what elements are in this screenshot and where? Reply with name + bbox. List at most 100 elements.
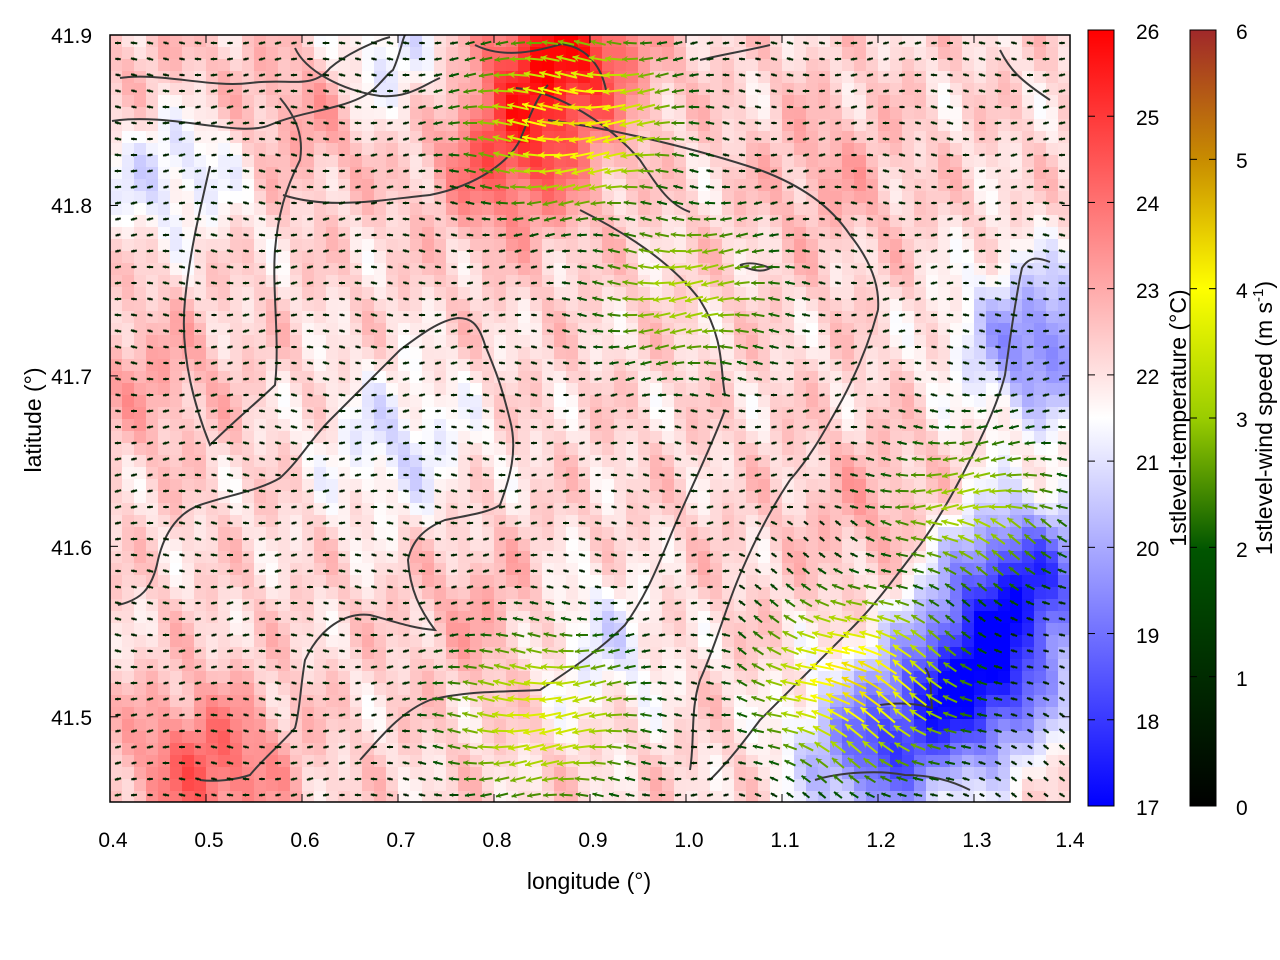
heatmap-cell <box>590 287 603 300</box>
heatmap-cell <box>878 239 891 252</box>
heatmap-cell <box>266 443 279 456</box>
heatmap-cell <box>182 203 195 216</box>
heatmap-cell <box>650 467 663 480</box>
heatmap-cell <box>278 347 291 360</box>
heatmap-cell <box>302 695 315 708</box>
heatmap-cell <box>602 623 615 636</box>
heatmap-cell <box>170 731 183 744</box>
heatmap-cell <box>590 299 603 312</box>
heatmap-cell <box>758 407 771 420</box>
heatmap-cell <box>602 251 615 264</box>
heatmap-cell <box>854 227 867 240</box>
heatmap-cell <box>218 455 231 468</box>
heatmap-cell <box>530 263 543 276</box>
heatmap-cell <box>722 215 735 228</box>
heatmap-cell <box>530 479 543 492</box>
heatmap-cell <box>458 395 471 408</box>
heatmap-cell <box>866 299 879 312</box>
heatmap-cell <box>494 287 507 300</box>
heatmap-cell <box>578 491 591 504</box>
heatmap-cell <box>746 359 759 372</box>
heatmap-cell <box>158 659 171 672</box>
heatmap-cell <box>350 383 363 396</box>
heatmap-cell <box>302 587 315 600</box>
heatmap-cell <box>242 599 255 612</box>
heatmap-cell <box>434 683 447 696</box>
heatmap-cell <box>398 263 411 276</box>
heatmap-cell <box>182 587 195 600</box>
heatmap-cell <box>386 515 399 528</box>
heatmap-cell <box>470 275 483 288</box>
heatmap-cell <box>290 191 303 204</box>
heatmap-cell <box>398 611 411 624</box>
heatmap-cell <box>710 215 723 228</box>
heatmap-cell <box>254 131 267 144</box>
heatmap-cell <box>482 215 495 228</box>
heatmap-cell <box>458 443 471 456</box>
heatmap-cell <box>434 95 447 108</box>
heatmap-cell <box>350 635 363 648</box>
heatmap-cell <box>914 59 927 72</box>
heatmap-cell <box>890 227 903 240</box>
heatmap-cell <box>878 311 891 324</box>
heatmap-cell <box>770 227 783 240</box>
heatmap-cell <box>506 323 519 336</box>
heatmap-cell <box>758 419 771 432</box>
heatmap-cell <box>314 167 327 180</box>
heatmap-cell <box>386 287 399 300</box>
heatmap-cell <box>986 167 999 180</box>
heatmap-cell <box>950 623 963 636</box>
heatmap-cell <box>494 203 507 216</box>
heatmap-cell <box>326 407 339 420</box>
heatmap-cell <box>470 395 483 408</box>
heatmap-cell <box>446 47 459 60</box>
heatmap-cell <box>206 527 219 540</box>
heatmap-cell <box>974 95 987 108</box>
heatmap-cell <box>278 515 291 528</box>
heatmap-cell <box>614 251 627 264</box>
heatmap-cell <box>230 191 243 204</box>
heatmap-cell <box>758 731 771 744</box>
heatmap-cell <box>230 635 243 648</box>
heatmap-cell <box>950 47 963 60</box>
heatmap-cell <box>830 275 843 288</box>
heatmap-cell <box>278 47 291 60</box>
heatmap-cell <box>218 755 231 768</box>
heatmap-cell <box>722 419 735 432</box>
heatmap-cell <box>602 323 615 336</box>
heatmap-cell <box>446 143 459 156</box>
heatmap-cell <box>602 95 615 108</box>
heatmap-cell <box>290 431 303 444</box>
heatmap-cell <box>386 707 399 720</box>
heatmap-cell <box>986 263 999 276</box>
heatmap-cell <box>242 575 255 588</box>
heatmap-cell <box>566 611 579 624</box>
heatmap-cell <box>254 635 267 648</box>
heatmap-cell <box>230 647 243 660</box>
heatmap-cell <box>206 371 219 384</box>
heatmap-cell <box>266 791 279 802</box>
heatmap-cell <box>614 599 627 612</box>
heatmap-cell <box>686 335 699 348</box>
heatmap-cell <box>638 407 651 420</box>
heatmap-cell <box>518 275 531 288</box>
heatmap-cell <box>566 335 579 348</box>
heatmap-cell <box>674 731 687 744</box>
heatmap-cell <box>206 299 219 312</box>
heatmap-cell <box>902 215 915 228</box>
heatmap-cell <box>146 551 159 564</box>
heatmap-cell <box>578 443 591 456</box>
heatmap-cell <box>182 251 195 264</box>
heatmap-cell <box>746 443 759 456</box>
heatmap-cell <box>674 695 687 708</box>
heatmap-cell <box>182 227 195 240</box>
heatmap-cell <box>362 107 375 120</box>
heatmap-cell <box>374 83 387 96</box>
heatmap-cell <box>434 107 447 120</box>
heatmap-cell <box>470 263 483 276</box>
heatmap-cell <box>338 467 351 480</box>
heatmap-cell <box>110 455 123 468</box>
heatmap-cell <box>470 383 483 396</box>
heatmap-cell <box>422 719 435 732</box>
